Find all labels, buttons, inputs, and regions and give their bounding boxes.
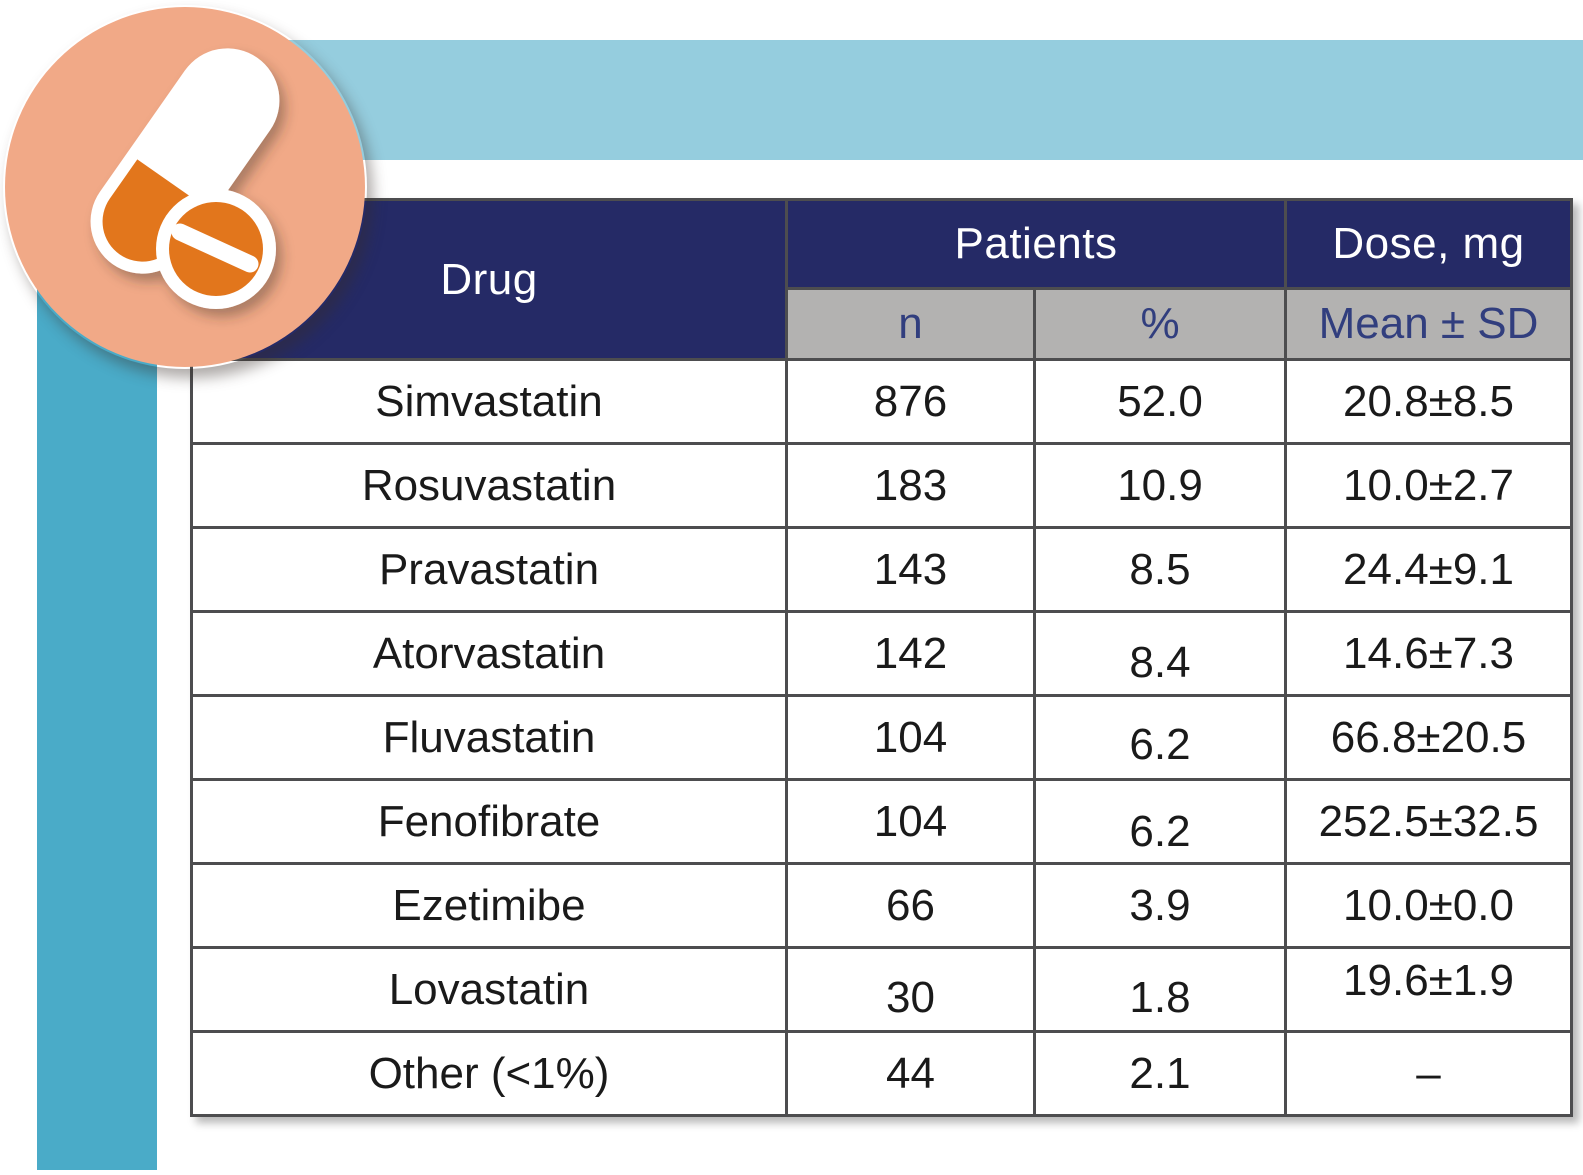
subheader-percent: % xyxy=(1032,287,1288,361)
cell-n: 66 xyxy=(785,862,1036,949)
drug-table-container: Drug Patients Dose, mg n % Mean ± SD Sim… xyxy=(190,197,1574,1117)
cell-dose: 19.6±1.9 xyxy=(1284,946,1574,1033)
table-row: Atorvastatin 142 8.4 14.6±7.3 xyxy=(190,610,1574,697)
cell-percent: 52.0 xyxy=(1032,358,1288,445)
subheader-mean-sd: Mean ± SD xyxy=(1284,287,1574,361)
cell-percent: 10.9 xyxy=(1032,442,1288,529)
cell-drug: Atorvastatin xyxy=(190,610,788,697)
cell-percent: 8.5 xyxy=(1032,526,1288,613)
table-row: Other (<1%) 44 2.1 – xyxy=(190,1030,1574,1117)
header-dose: Dose, mg xyxy=(1284,197,1574,291)
cell-n: 104 xyxy=(785,778,1036,865)
cell-dose: 20.8±8.5 xyxy=(1284,358,1574,445)
table-row: Simvastatin 876 52.0 20.8±8.5 xyxy=(190,358,1574,445)
cell-dose: 24.4±9.1 xyxy=(1284,526,1574,613)
cell-dose: 10.0±0.0 xyxy=(1284,862,1574,949)
cell-dose: 14.6±7.3 xyxy=(1284,610,1574,697)
cell-n: 183 xyxy=(785,442,1036,529)
cell-percent: 6.2 xyxy=(1032,694,1288,781)
cell-drug: Pravastatin xyxy=(190,526,788,613)
cell-percent: 1.8 xyxy=(1032,946,1288,1033)
table-row: Ezetimibe 66 3.9 10.0±0.0 xyxy=(190,862,1574,949)
table-row: Lovastatin 30 1.8 19.6±1.9 xyxy=(190,946,1574,1033)
cell-drug: Other (<1%) xyxy=(190,1030,788,1117)
cell-dose: 252.5±32.5 xyxy=(1284,778,1574,865)
drug-table: Drug Patients Dose, mg n % Mean ± SD Sim… xyxy=(190,197,1574,1117)
cell-dose: 10.0±2.7 xyxy=(1284,442,1574,529)
cell-n: 30 xyxy=(785,946,1036,1033)
cell-drug: Lovastatin xyxy=(190,946,788,1033)
subheader-n: n xyxy=(785,287,1036,361)
cell-n: 876 xyxy=(785,358,1036,445)
cell-n: 104 xyxy=(785,694,1036,781)
cell-n: 142 xyxy=(785,610,1036,697)
cell-drug: Ezetimibe xyxy=(190,862,788,949)
cell-percent: 3.9 xyxy=(1032,862,1288,949)
cell-dose: 66.8±20.5 xyxy=(1284,694,1574,781)
cell-percent: 8.4 xyxy=(1032,610,1288,697)
capsule-icon xyxy=(90,48,280,274)
cell-drug: Fluvastatin xyxy=(190,694,788,781)
table-row: Fenofibrate 104 6.2 252.5±32.5 xyxy=(190,778,1574,865)
cell-dose: – xyxy=(1284,1030,1574,1117)
cell-percent: 6.2 xyxy=(1032,778,1288,865)
pills-icon xyxy=(5,7,365,367)
table-row: Pravastatin 143 8.5 24.4±9.1 xyxy=(190,526,1574,613)
table-row: Rosuvastatin 183 10.9 10.0±2.7 xyxy=(190,442,1574,529)
cell-drug: Rosuvastatin xyxy=(190,442,788,529)
cell-n: 44 xyxy=(785,1030,1036,1117)
tablet-icon xyxy=(156,189,276,309)
cell-drug: Fenofibrate xyxy=(190,778,788,865)
header-patients: Patients xyxy=(784,197,1288,291)
cell-n: 143 xyxy=(785,526,1036,613)
table-row: Fluvastatin 104 6.2 66.8±20.5 xyxy=(190,694,1574,781)
cell-percent: 2.1 xyxy=(1032,1030,1288,1117)
cell-drug: Simvastatin xyxy=(190,358,788,445)
pills-badge xyxy=(3,5,367,369)
